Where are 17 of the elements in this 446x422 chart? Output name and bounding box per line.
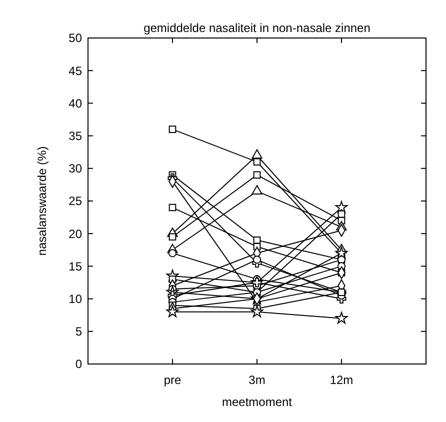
y-tick-label: 45 [68,64,82,78]
x-tick-label: 3m [248,373,266,387]
y-tick-label: 20 [68,226,82,241]
y-tick-label: 35 [68,129,82,143]
y-tick-label: 30 [68,162,82,176]
x-axis-title: meetmoment [222,395,293,409]
y-tick-label: 50 [68,31,82,46]
y-tick-label: 40 [68,96,82,110]
y-tick-label: 0 [75,357,82,372]
y-axis-title: nasalanswaarde (%) [35,146,49,256]
x-tick-label: 12m [330,373,354,387]
chart-title: gemiddelde nasaliteit in non-nasale zinnen [144,21,370,35]
y-tick-label: 15 [68,259,82,274]
y-tick-label: 10 [68,292,82,306]
y-tick-label: 5 [75,324,82,339]
x-tick-label: pre [164,373,182,387]
y-tick-label: 25 [68,194,82,208]
